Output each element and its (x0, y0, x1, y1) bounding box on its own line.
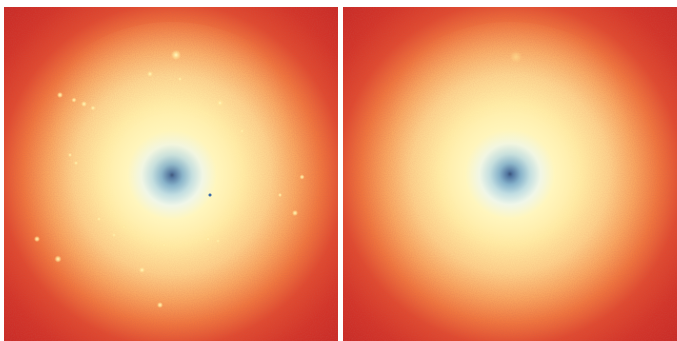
left-heatmap-image (4, 7, 338, 341)
faint-blob (510, 51, 522, 63)
right-heatmap-image (343, 7, 677, 341)
point-sources (34, 50, 305, 308)
right-heatmap-panel (343, 7, 677, 341)
left-heatmap-panel (4, 7, 338, 341)
